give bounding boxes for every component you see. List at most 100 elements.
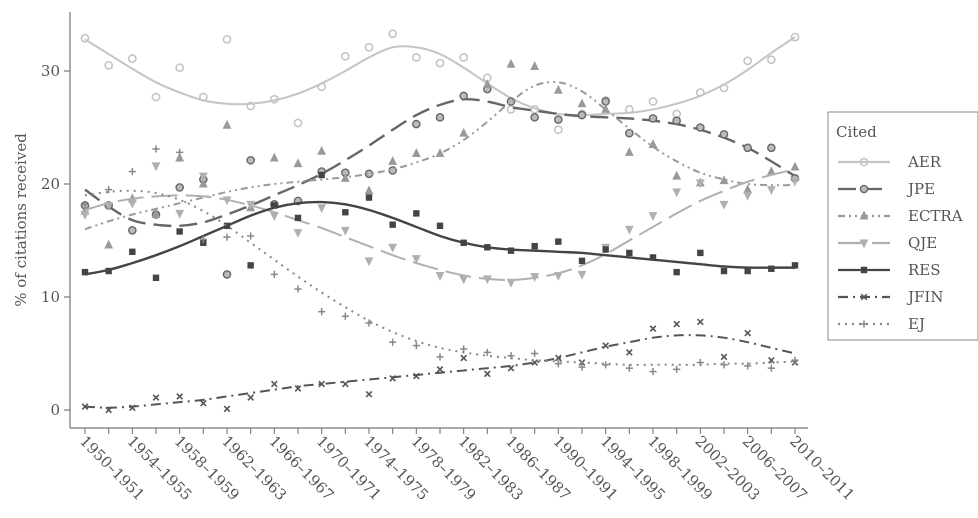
data-point-aer	[743, 56, 753, 66]
data-point-qje	[648, 212, 658, 221]
data-point-ej	[625, 364, 633, 372]
data-point-ej	[602, 361, 610, 369]
series-res	[81, 171, 799, 281]
legend-label: JFIN	[906, 288, 943, 306]
data-point-ectra	[530, 61, 540, 70]
data-point-res	[673, 268, 680, 276]
data-point-qje	[80, 211, 90, 220]
data-point-res	[176, 228, 183, 235]
data-point-jfin	[412, 372, 420, 380]
data-point-jfin	[767, 356, 775, 364]
data-point-aer	[364, 42, 374, 52]
data-point-jpe	[696, 123, 705, 132]
data-point-jpe	[577, 110, 587, 120]
data-point-ej	[791, 356, 799, 364]
data-point-ej	[128, 167, 136, 176]
data-point-jfin	[602, 342, 610, 349]
data-point-ej	[176, 148, 184, 156]
data-point-qje	[506, 278, 516, 288]
data-point-jfin	[341, 380, 349, 388]
data-point-qje	[175, 209, 185, 219]
data-point-qje	[411, 255, 421, 264]
data-point-ej	[81, 200, 89, 208]
data-point-jfin	[247, 394, 255, 401]
data-point-ej	[483, 348, 491, 356]
data-point-aer	[411, 53, 421, 62]
data-point-jpe	[625, 128, 634, 138]
data-point-ectra	[790, 161, 800, 171]
marker-stroke	[507, 364, 515, 372]
data-point-aer	[435, 58, 445, 68]
data-point-qje	[624, 225, 634, 235]
data-point-jfin	[625, 349, 633, 356]
data-point-aer	[695, 88, 705, 97]
legend-box	[827, 111, 978, 341]
marker-stroke	[460, 354, 468, 362]
marker-circle	[530, 113, 539, 122]
data-point-res	[271, 202, 278, 209]
legend-marker	[859, 210, 869, 220]
marker-stroke	[744, 329, 752, 337]
data-point-qje	[553, 272, 563, 281]
data-point-ej	[720, 361, 728, 369]
data-point-qje	[482, 275, 492, 285]
data-point-jpe	[530, 113, 539, 122]
data-point-ej	[673, 365, 681, 373]
data-point-res	[152, 274, 160, 281]
legend-title: Cited	[836, 123, 877, 141]
data-point-res	[484, 244, 491, 251]
data-point-jfin	[318, 380, 326, 388]
data-point-ectra	[648, 139, 658, 148]
data-point-res	[318, 171, 325, 179]
data-point-res	[531, 242, 538, 250]
data-point-ectra	[411, 148, 421, 157]
marker-stroke	[649, 325, 657, 333]
data-point-qje	[790, 177, 800, 186]
marker-circle	[412, 119, 421, 129]
marker-circle	[222, 270, 232, 279]
data-point-qje	[198, 172, 208, 182]
data-point-ectra	[624, 147, 634, 156]
data-point-jfin	[176, 393, 184, 400]
data-point-qje	[104, 201, 114, 211]
marker-stroke	[176, 393, 184, 400]
data-point-qje	[127, 199, 137, 209]
marker-circle	[459, 91, 468, 101]
data-point-qje	[222, 196, 232, 206]
data-point-aer	[530, 105, 540, 114]
series-ej	[81, 145, 799, 376]
marker-circle	[554, 115, 563, 124]
data-point-aer	[648, 97, 658, 106]
data-point-res	[365, 194, 373, 201]
legend-label: ECTRA	[908, 207, 963, 225]
data-point-jpe	[175, 183, 184, 192]
data-point-res	[555, 238, 562, 245]
data-point-jfin	[152, 394, 160, 401]
data-point-ectra	[151, 209, 161, 219]
series-line-jfin	[84, 334, 796, 409]
data-point-jfin	[270, 380, 278, 388]
data-point-qje	[388, 243, 398, 253]
data-point-jfin	[483, 370, 491, 378]
data-point-ej	[696, 358, 704, 367]
series-jfin	[81, 318, 799, 414]
data-point-ej	[389, 338, 397, 346]
legend-item-ej: EJ	[838, 315, 925, 333]
data-point-res	[697, 249, 704, 257]
legend-item-qje: QJE	[838, 234, 937, 252]
marker-stroke	[365, 390, 373, 398]
marker-stroke	[294, 385, 302, 392]
data-point-ectra	[553, 84, 563, 94]
data-point-aer	[766, 55, 776, 65]
data-point-jfin	[223, 405, 231, 413]
data-point-res	[342, 209, 349, 216]
marker-circle	[601, 97, 610, 106]
data-point-res	[602, 246, 609, 253]
data-point-ej	[270, 270, 278, 278]
marker-stroke	[696, 318, 704, 326]
series-line-qje	[84, 168, 796, 282]
data-point-res	[791, 262, 799, 269]
marker-circle	[246, 155, 255, 165]
data-point-res	[81, 268, 89, 276]
data-point-aer	[506, 105, 516, 114]
